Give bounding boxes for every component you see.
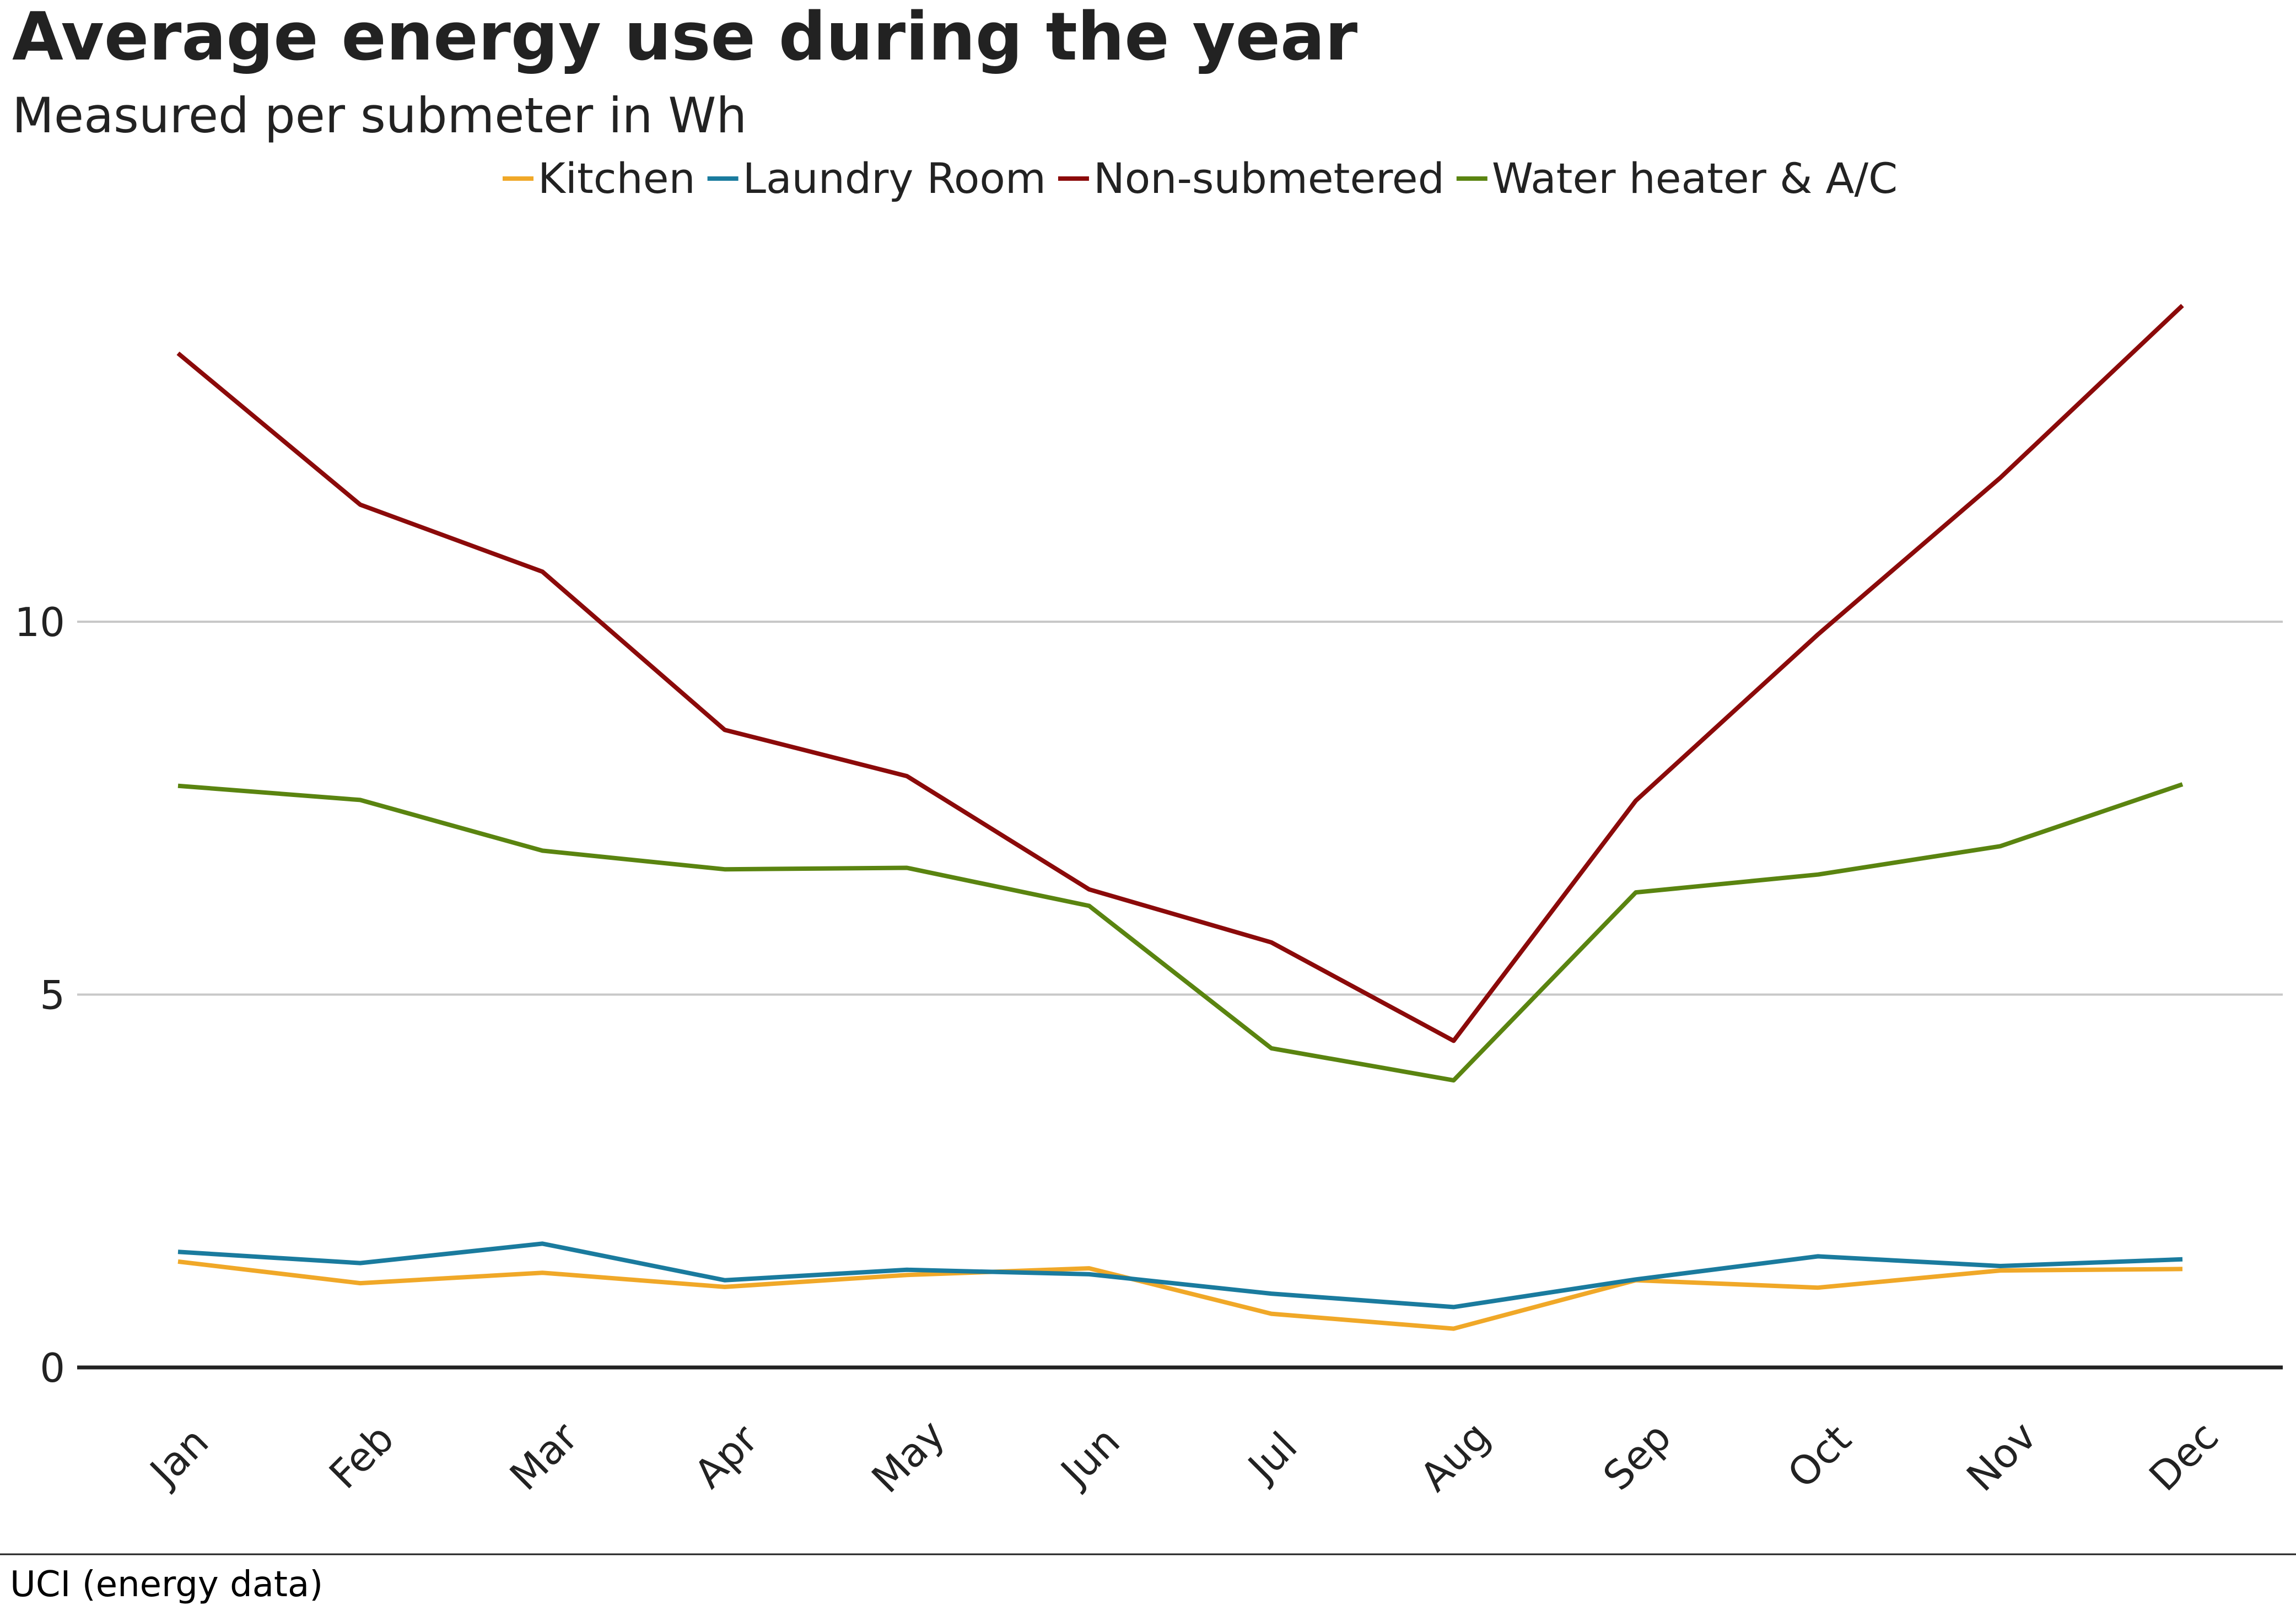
source-note: UCI (energy data) — [10, 1564, 323, 1605]
legend-label: Laundry Room — [743, 154, 1046, 203]
x-tick-label: Nov — [1958, 1413, 2045, 1500]
gridlines — [77, 621, 2283, 996]
x-tick-label: Jul — [1238, 1423, 1306, 1491]
chart-title: Average energy use during the year — [12, 0, 1357, 76]
series-lines — [176, 304, 2184, 1331]
x-tick-label: Oct — [1778, 1416, 1860, 1497]
x-tick-label: Jan — [140, 1418, 218, 1496]
series-line — [177, 782, 2184, 1083]
legend-label: Water heater & A/C — [1492, 154, 1898, 203]
series-line — [177, 1241, 2183, 1310]
y-tick-label: 5 — [40, 972, 65, 1019]
y-axis-ticks: 0 5 10 — [14, 599, 65, 1391]
x-tick-label: Mar — [501, 1413, 587, 1499]
x-tick-label: Sep — [1594, 1414, 1680, 1499]
legend: Kitchen Laundry Room Non-submetered Water h… — [503, 154, 1898, 203]
x-tick-label: Apr — [685, 1415, 767, 1497]
chart-subtitle: Measured per submeter in Wh — [12, 87, 747, 144]
x-axis-ticks: Jan Feb Mar Apr May Jun Jul Aug Sep Oct Nov Dec — [140, 1411, 2228, 1502]
legend-label: Kitchen — [538, 154, 696, 203]
series-line — [176, 304, 2184, 1043]
x-tick-label: Feb — [320, 1415, 403, 1498]
x-tick-label: Aug — [1411, 1413, 1499, 1500]
y-tick-label: 0 — [40, 1345, 65, 1391]
x-tick-label: May — [863, 1411, 954, 1502]
x-tick-label: Jun — [1050, 1418, 1129, 1496]
legend-label: Non-submetered — [1093, 154, 1445, 203]
x-tick-label: Dec — [2140, 1413, 2227, 1500]
y-tick-label: 10 — [14, 599, 65, 645]
series-line — [177, 1259, 2183, 1331]
